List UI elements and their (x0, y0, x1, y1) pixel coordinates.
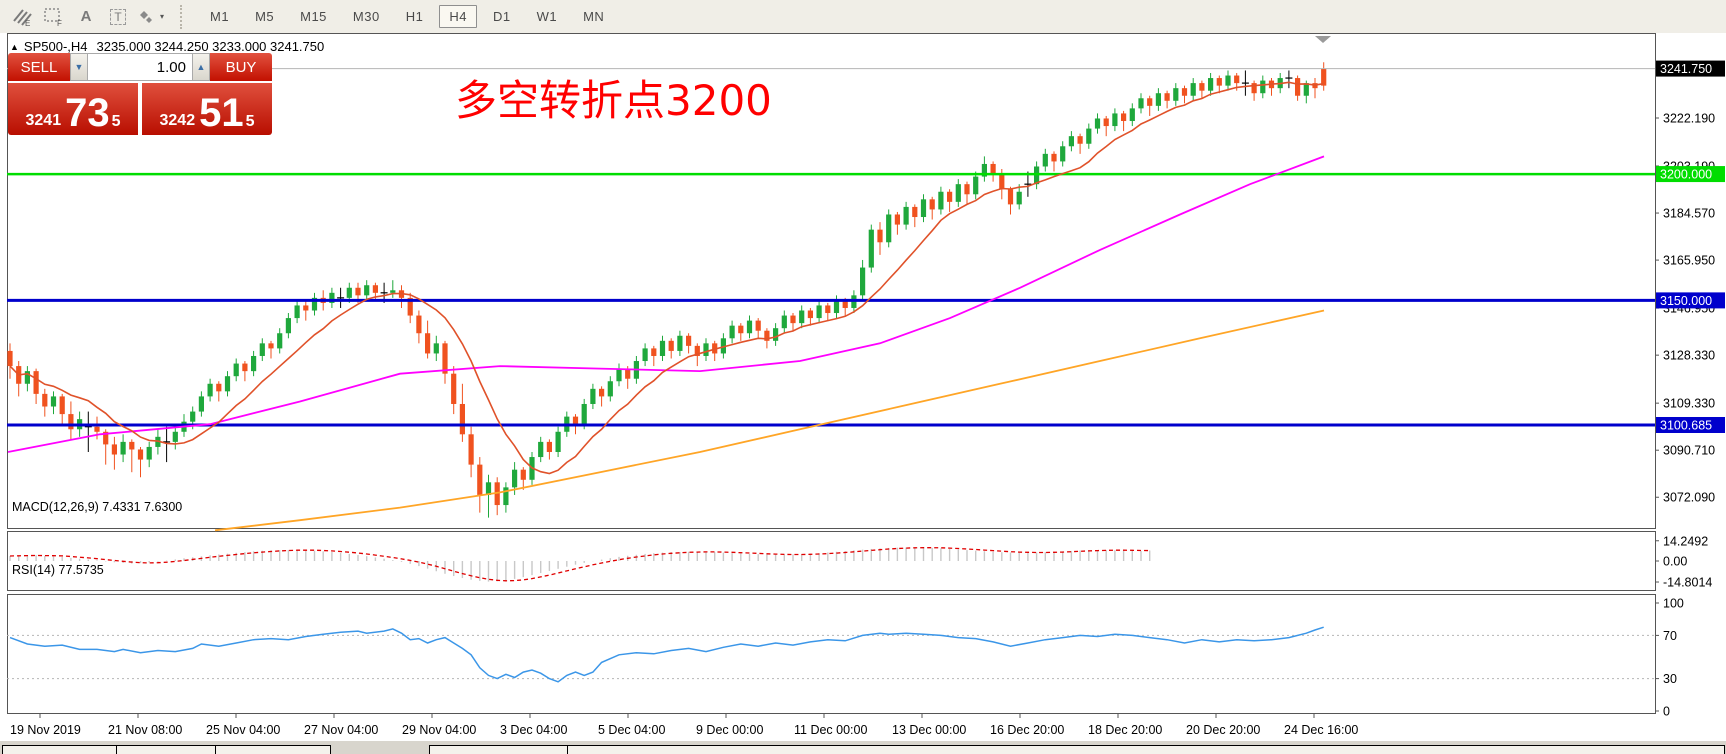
ma-fast-line (9, 81, 1324, 475)
svg-text:27 Nov 04:00: 27 Nov 04:00 (304, 723, 378, 737)
volume-increase-button[interactable]: ▲ (192, 53, 210, 81)
sell-price-big-figure: 3241 (25, 112, 62, 130)
svg-text:F: F (57, 19, 62, 27)
buy-price-display[interactable]: 3242 51 5 (142, 83, 272, 135)
svg-text:3 Dec 04:00: 3 Dec 04:00 (500, 723, 567, 737)
rsi-axis: 100 70 30 0 (1655, 597, 1684, 719)
timeframe-button-m30[interactable]: M30 (352, 9, 380, 24)
grid-icon[interactable]: F (40, 4, 68, 30)
toolbar-grip[interactable] (180, 4, 189, 29)
sell-price-display[interactable]: 3241 73 5 (8, 83, 138, 135)
svg-text:100: 100 (1663, 597, 1684, 611)
sell-price-points: 73 (65, 91, 110, 135)
ma-slow-line (214, 309, 1325, 532)
macd-signal-line (9, 547, 1150, 582)
svg-text:24 Dec 16:00: 24 Dec 16:00 (1284, 723, 1358, 737)
ma-mid-line (7, 155, 1325, 453)
timeframe-button-h1[interactable]: H1 (405, 9, 424, 24)
macd-panel[interactable] (9, 547, 1151, 582)
buy-button[interactable]: BUY (209, 53, 272, 81)
font-icon[interactable]: A (80, 8, 92, 25)
svg-text:18 Dec 20:00: 18 Dec 20:00 (1088, 723, 1162, 737)
svg-text:30: 30 (1663, 672, 1677, 686)
drawing-tool-group: E F A T ▾ (6, 4, 166, 30)
svg-text:3109.330: 3109.330 (1663, 397, 1715, 411)
timeframe-group: M1 M5 M15 M30 H1 H4 D1 W1 MN (197, 5, 617, 28)
svg-text:3150.000: 3150.000 (1660, 294, 1712, 308)
svg-text:E: E (25, 19, 30, 27)
volume-input[interactable] (88, 53, 192, 81)
price-axis[interactable]: 3222.1903203.1903184.5703165.9503146.950… (1655, 60, 1725, 505)
ohlc-values: 3235.000 3244.250 3233.000 3241.750 (96, 39, 325, 54)
rsi-indicator-label: RSI(14) 77.5735 (12, 563, 104, 577)
svg-text:3200.000: 3200.000 (1660, 168, 1712, 182)
svg-text:3072.090: 3072.090 (1663, 491, 1715, 505)
volume-decrease-button[interactable]: ▼ (70, 53, 88, 81)
svg-text:14.2492: 14.2492 (1663, 534, 1708, 548)
timeframe-button-m5[interactable]: M5 (255, 9, 275, 24)
timeframe-button-h4[interactable]: H4 (439, 5, 477, 28)
svg-text:9 Dec 00:00: 9 Dec 00:00 (696, 723, 763, 737)
draw-pencils-icon[interactable]: E (8, 4, 36, 30)
buy-price-points: 51 (199, 91, 244, 135)
symbol-period-label: SP500-,H4 (23, 39, 88, 54)
chart-title: ▲ SP500-,H4 3235.000 3244.250 3233.000 324… (10, 39, 324, 54)
svg-text:3165.950: 3165.950 (1663, 254, 1715, 268)
svg-text:11 Dec 00:00: 11 Dec 00:00 (794, 723, 867, 737)
one-click-trade-panel: SELL ▼ ▲ BUY 3241 73 5 3242 51 5 (8, 53, 272, 135)
svg-text:3090.710: 3090.710 (1663, 444, 1715, 458)
timeframe-button-m1[interactable]: M1 (210, 9, 230, 24)
svg-text:3184.570: 3184.570 (1663, 207, 1715, 221)
svg-text:3100.685: 3100.685 (1660, 418, 1712, 432)
timeframe-button-mn[interactable]: MN (583, 9, 605, 24)
horizontal-level-lines[interactable] (7, 172, 1655, 427)
svg-text:20 Dec 20:00: 20 Dec 20:00 (1186, 723, 1260, 737)
collapse-icon[interactable]: ▲ (10, 42, 19, 52)
svg-text:3241.750: 3241.750 (1660, 62, 1712, 76)
timeframe-button-d1[interactable]: D1 (492, 9, 511, 24)
shapes-dropdown-icon[interactable]: ▾ (136, 4, 164, 30)
svg-text:5 Dec 04:00: 5 Dec 04:00 (598, 723, 665, 737)
buy-price-big-figure: 3242 (159, 112, 196, 130)
svg-text:0: 0 (1663, 705, 1670, 719)
timeframe-button-m15[interactable]: M15 (300, 9, 327, 24)
svg-text:3222.190: 3222.190 (1663, 112, 1715, 126)
price-chart-canvas[interactable]: 3222.1903203.1903184.5703165.9503146.950… (0, 33, 1726, 754)
svg-text:25 Nov 04:00: 25 Nov 04:00 (206, 723, 280, 737)
svg-text:13 Dec 00:00: 13 Dec 00:00 (892, 723, 966, 737)
svg-text:3128.330: 3128.330 (1663, 349, 1715, 363)
panel-frames (7, 33, 1656, 714)
svg-text:21 Nov 08:00: 21 Nov 08:00 (108, 723, 182, 737)
scroll-end-marker-icon[interactable] (1315, 36, 1331, 43)
svg-text:70: 70 (1663, 629, 1677, 643)
sell-price-pip: 5 (111, 113, 121, 130)
sell-button[interactable]: SELL (8, 53, 71, 81)
svg-text:19 Nov 2019: 19 Nov 2019 (10, 723, 81, 737)
macd-axis: 14.2492 0.00 -14.8014 (1655, 534, 1712, 590)
textbox-icon[interactable]: T (104, 4, 132, 30)
chart-annotation-text: 多空转折点3200 (455, 76, 772, 125)
bottom-windows-strip (0, 741, 1726, 754)
toolbar: E F A T ▾ M1 M5 M15 M30 H1 H4 D1 W1 MN (0, 0, 1726, 34)
chart-window: 3222.1903203.1903184.5703165.9503146.950… (0, 33, 1726, 754)
svg-text:29 Nov 04:00: 29 Nov 04:00 (402, 723, 476, 737)
svg-text:0.00: 0.00 (1663, 555, 1687, 569)
date-axis[interactable]: 19 Nov 2019 21 Nov 08:00 25 Nov 04:00 27 No… (10, 714, 1358, 737)
rsi-line (9, 626, 1324, 683)
svg-text:-14.8014: -14.8014 (1663, 576, 1712, 590)
svg-text:16 Dec 20:00: 16 Dec 20:00 (990, 723, 1064, 737)
timeframe-button-w1[interactable]: W1 (536, 9, 558, 24)
macd-indicator-label: MACD(12,26,9) 7.4331 7.6300 (12, 500, 183, 514)
buy-price-pip: 5 (245, 113, 255, 130)
